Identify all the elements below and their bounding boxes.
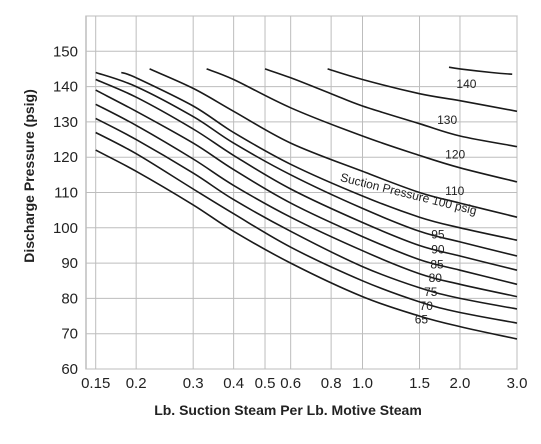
x-tick-label: 1.0: [352, 375, 373, 392]
x-tick-label: 1.5: [409, 375, 430, 392]
series-lines: [95, 66, 518, 340]
y-tick-label: 130: [53, 114, 78, 131]
curve-label-75: 75: [424, 285, 438, 299]
x-tick-label: 3.0: [507, 375, 528, 392]
series-line-120: [206, 68, 518, 183]
x-tick-label: 0.2: [126, 375, 147, 392]
series-line-65: [95, 149, 518, 340]
series-line-130: [264, 68, 518, 148]
y-tick-label: 70: [61, 326, 78, 343]
y-tick-label: 110: [54, 185, 78, 202]
series-line-85: [95, 89, 518, 286]
y-tick-label: 90: [61, 255, 78, 272]
series-line-140: [327, 68, 518, 113]
x-tick-label: 0.5: [255, 375, 276, 392]
y-tick-labels: 60 70 80 90 100 110 120 130 140 150: [53, 43, 78, 378]
series-line-150: [448, 66, 513, 75]
series-line-100: [121, 71, 518, 241]
series-line-80: [95, 103, 518, 298]
y-axis-title: Discharge Pressure (psig): [21, 89, 37, 263]
x-tick-label: 0.3: [183, 375, 204, 392]
y-tick-label: 140: [53, 79, 78, 96]
x-tick-label: 0.4: [223, 375, 244, 392]
y-tick-label: 60: [61, 361, 78, 378]
curve-label-80: 80: [429, 271, 443, 285]
y-tick-label: 120: [53, 149, 78, 166]
curve-label-65: 65: [415, 312, 429, 326]
x-tick-label: 2.0: [450, 375, 471, 392]
y-tick-label: 150: [53, 43, 78, 60]
y-tick-label: 100: [53, 220, 78, 237]
curve-label-140: 140: [456, 77, 476, 91]
x-tick-label: 0.15: [81, 375, 110, 392]
series-line-75: [95, 117, 518, 310]
series-line-110: [149, 68, 518, 218]
x-tick-label: 0.6: [280, 375, 301, 392]
x-tick-labels: 0.15 0.2 0.3 0.4 0.5 0.6 0.8 1.0 1.5 2.0 3.0: [81, 375, 527, 392]
curve-label-90: 90: [431, 243, 445, 257]
y-gridlines: [86, 15, 517, 370]
y-tick-label: 80: [61, 290, 78, 307]
curve-label-110: 110: [445, 184, 464, 198]
curve-label-120: 120: [445, 147, 465, 161]
series-line-90: [95, 78, 518, 271]
curve-label-95: 95: [431, 227, 445, 241]
x-tick-label: 0.8: [321, 375, 342, 392]
curve-label-70: 70: [420, 299, 434, 313]
curve-label-130: 130: [437, 113, 457, 127]
series-line-95: [95, 71, 518, 257]
series-line-70: [95, 131, 518, 324]
x-axis-title: Lb. Suction Steam Per Lb. Motive Steam: [154, 402, 422, 418]
curve-label-85: 85: [430, 257, 444, 271]
